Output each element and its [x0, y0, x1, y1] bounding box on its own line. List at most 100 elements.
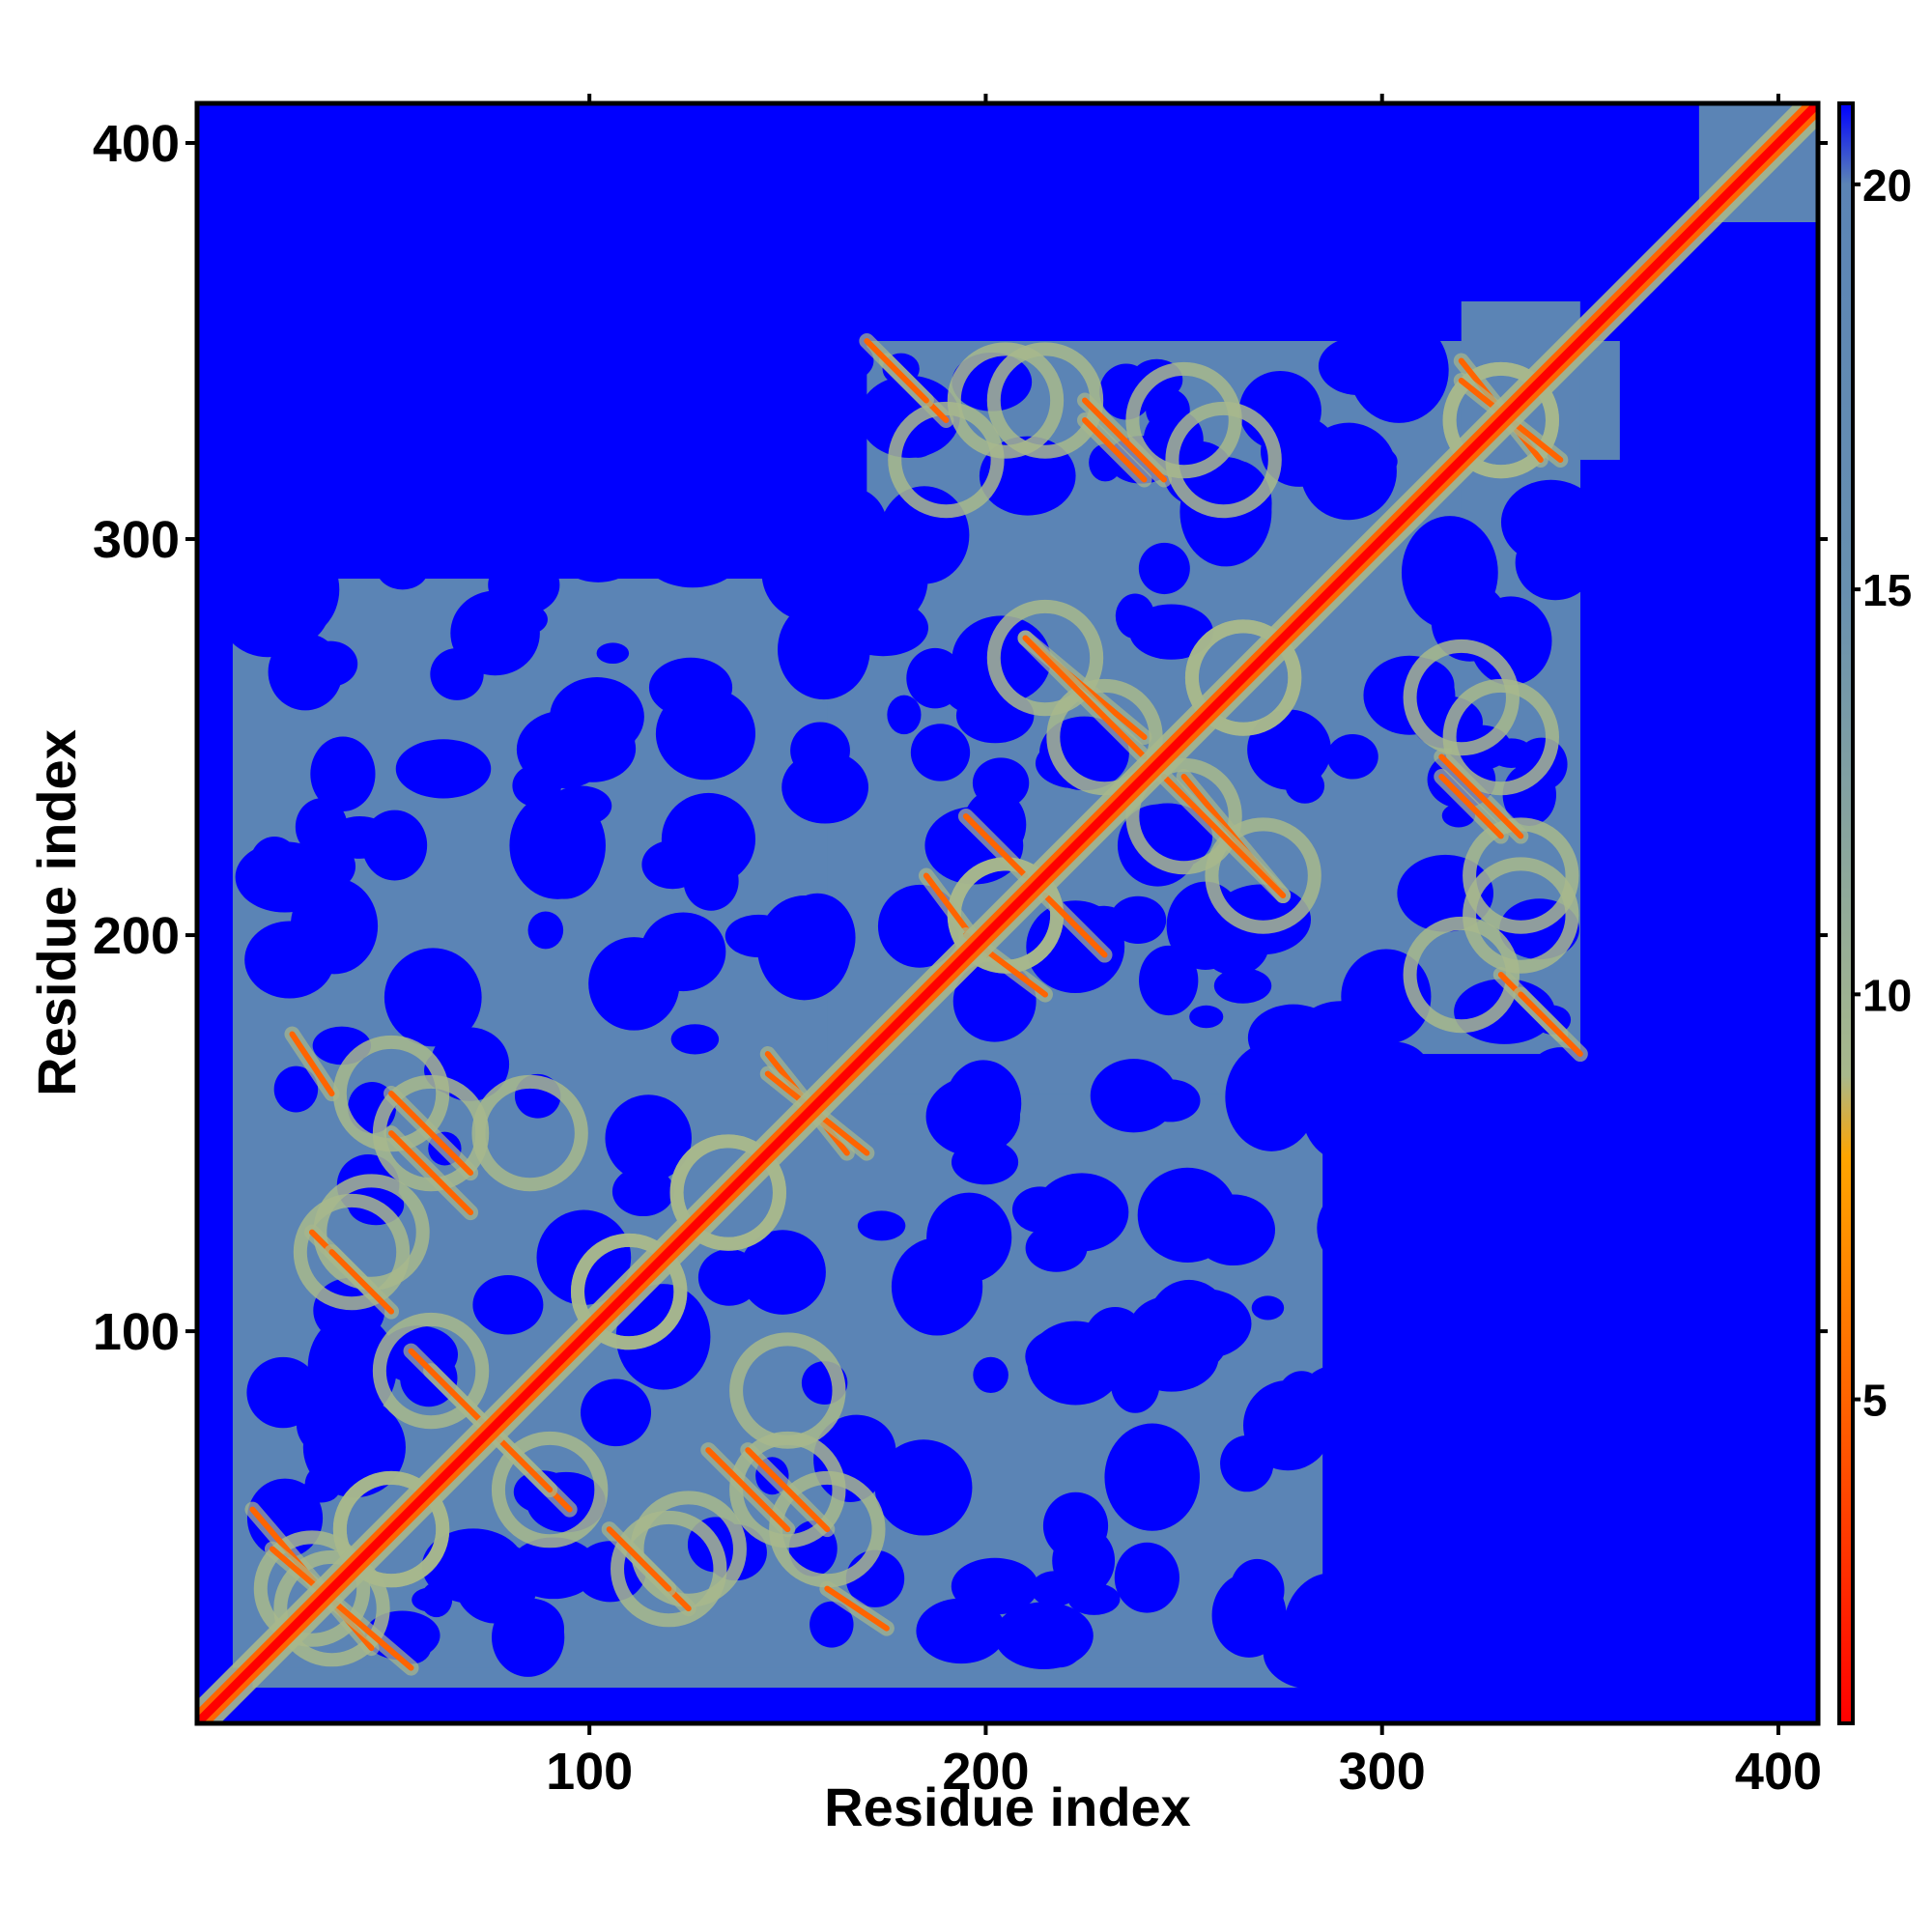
- hole-159-0: [1166, 881, 1245, 971]
- hole-74-1: [1025, 1327, 1102, 1385]
- helix-crossing-0-1: [273, 1549, 390, 1667]
- hole-122-0: [1515, 525, 1596, 601]
- colorbar-tick-label-5: 5: [1862, 1376, 1888, 1426]
- hole-31-0: [395, 739, 492, 799]
- antidiag-contact-5-0: [328, 1249, 395, 1315]
- colorbar-ticks: 5 10 15 20: [1853, 160, 1912, 1426]
- hole-129-1: [1025, 1224, 1088, 1272]
- colorbar-tick-label-20: 20: [1862, 160, 1912, 211]
- antidiag-contact-11-1: [1022, 635, 1148, 760]
- colorbar-gradient: [1837, 101, 1855, 1725]
- antidiag-contact-9-1: [962, 813, 1029, 879]
- antidiag-contact-15-1: [1082, 397, 1168, 483]
- helix-crossing-19-1: [1403, 916, 1520, 1034]
- hole-148-0: [244, 921, 335, 999]
- helix-crossing-6-0: [611, 1510, 727, 1628]
- hole-90-0: [303, 640, 358, 687]
- hole-78-0: [1436, 523, 1483, 570]
- x-tick-label-400: 400: [1735, 1743, 1822, 1801]
- diagonal-contact: [197, 103, 1818, 1723]
- hole-99-1: [246, 1356, 320, 1429]
- y-tick-label-400: 400: [93, 115, 180, 173]
- helix-crossing-14-0: [986, 342, 1104, 459]
- helix-crossing-6-1: [293, 1193, 411, 1311]
- hole-82-0: [670, 1024, 720, 1055]
- colorbar-tick-label-15: 15: [1862, 565, 1912, 615]
- helix-crossing-1-1: [332, 1470, 450, 1588]
- plot-frame: [194, 100, 1821, 1726]
- plot-area: [194, 100, 1821, 1726]
- hole-74-0: [526, 815, 603, 899]
- hole-76-1: [1285, 768, 1325, 804]
- hole-71-1: [1137, 1167, 1237, 1263]
- hole-29-0: [527, 911, 564, 950]
- hole-122-1: [1318, 336, 1399, 396]
- hole-78-1: [1351, 445, 1398, 477]
- x-tick-label-200: 200: [942, 1743, 1029, 1801]
- antidiag-contact-5-1: [606, 1526, 672, 1592]
- antidiag-contact-15-0: [1438, 753, 1524, 839]
- hole-30-0: [1189, 1005, 1224, 1029]
- empty-region-bottom-right: [1342, 1054, 1818, 1723]
- x-tick-label-100: 100: [546, 1743, 633, 1801]
- hole-71-0: [655, 687, 756, 781]
- hole-31-1: [1104, 1423, 1200, 1531]
- hole-156-0: [756, 895, 852, 1001]
- antidiag-contact-12-1: [1438, 774, 1504, 839]
- hole-149-0: [328, 815, 391, 859]
- y-axis-title: Residue index: [26, 729, 87, 1096]
- helix-crossing-0-0: [253, 1530, 371, 1647]
- hole-64-0: [1140, 1079, 1201, 1122]
- hole-29-1: [973, 1356, 1009, 1394]
- hole-151-1: [1326, 733, 1378, 780]
- hole-42-0: [549, 785, 612, 826]
- hole-5-0: [384, 948, 482, 1047]
- antidiag-contact-4-1: [289, 1031, 335, 1097]
- hole-140-0: [605, 1094, 692, 1182]
- y-tick-label-300: 300: [93, 511, 180, 569]
- antidiag-contact-16-0: [1518, 991, 1583, 1058]
- hole-82-1: [857, 1210, 906, 1241]
- hole-149-1: [1052, 1526, 1116, 1596]
- hole-90-1: [1230, 1558, 1285, 1622]
- antidiag-contact-0-1: [269, 1546, 414, 1671]
- hole-155-0: [472, 1275, 544, 1335]
- helix-crossing-17-0: [1442, 678, 1559, 796]
- helix-crossing-9-1: [570, 1233, 688, 1350]
- hole-148-1: [916, 1598, 1007, 1664]
- hole-40-1: [1213, 968, 1272, 1004]
- hole-84-1: [1139, 945, 1199, 1016]
- x-axis-title: Residue index: [824, 1776, 1191, 1837]
- hole-129-0: [641, 839, 704, 890]
- antidiag-contact-12-0: [1082, 417, 1148, 483]
- antidiag-contact-3-1: [388, 1091, 474, 1177]
- helix-crossing-18-1: [947, 342, 1065, 459]
- hole-99-0: [492, 1598, 565, 1677]
- hole-135-1: [1220, 1435, 1274, 1492]
- helix-crossing-15-1: [1403, 639, 1520, 756]
- helix-crossing-2-0: [372, 1312, 490, 1430]
- hole-23-0: [1251, 1295, 1285, 1321]
- helix-crossing-7-0: [729, 1431, 846, 1548]
- colorbar-tick-label-10: 10: [1862, 970, 1912, 1020]
- helix-crossing-8-1: [669, 1134, 786, 1251]
- hole-4-1: [1114, 1542, 1179, 1613]
- antidiag-contact-11-0: [1161, 774, 1287, 899]
- hole-151-0: [1138, 542, 1190, 595]
- y-axis: 100 200 300 400: [93, 115, 1828, 1361]
- x-tick-label-300: 300: [1339, 1743, 1426, 1801]
- hole-140-1: [739, 1230, 826, 1315]
- helix-crossing-2-1: [491, 1431, 609, 1548]
- colorbar: 5 10 15 20: [1837, 101, 1912, 1725]
- hole-135-0: [430, 647, 484, 700]
- hole-30-1: [887, 695, 922, 735]
- helix-crossing-16-1: [1442, 361, 1559, 479]
- antidiag-contact-6-1: [705, 1447, 791, 1533]
- helix-crossing-11-0: [1046, 678, 1163, 796]
- hole-92-0: [810, 1601, 854, 1648]
- hole-23-1: [596, 642, 630, 665]
- empty-region-top-left: [197, 103, 867, 580]
- hole-92-1: [273, 1065, 319, 1113]
- helix-crossing-18-0: [1463, 857, 1579, 974]
